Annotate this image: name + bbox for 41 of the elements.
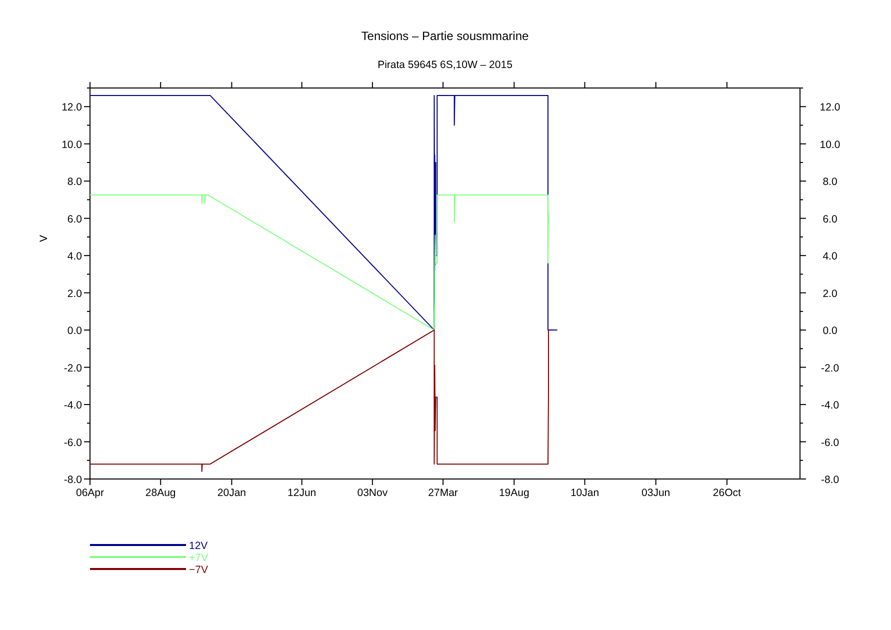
y2-tick-label: 12.0 (820, 102, 840, 114)
y-tick-label: -4.0 (64, 400, 82, 412)
text: 12V (189, 540, 208, 552)
y2-tick-label: 2.0 (822, 288, 838, 300)
y2-tick-label: 6.0 (822, 213, 838, 226)
x-tick-label: 26Oct (712, 487, 742, 499)
y-tick-label: -8.0 (64, 474, 82, 486)
y-tick-label: 0.0 (67, 325, 82, 338)
y-axis-title: V (38, 234, 50, 242)
y2-tick-label: 4.0 (822, 250, 838, 263)
x-tick-label: 20Jan (217, 487, 246, 499)
y2-tick-label: -8.0 (820, 474, 840, 486)
y-tick-label: 4.0 (67, 250, 82, 263)
x-tick-label: 27Mar (428, 487, 458, 499)
line-series (90, 194, 549, 331)
y-tick-label: 8.0 (67, 176, 82, 188)
text: +7V (189, 552, 208, 564)
x-tick-label: 03Jun (642, 487, 670, 499)
x-tick-label: 28Aug (145, 487, 176, 499)
y-tick-label: -6.0 (64, 436, 82, 449)
text: −7V (189, 564, 208, 576)
x-tick-label: 03Nov (357, 487, 388, 499)
line-series (90, 94, 558, 331)
y-tick-label: -2.0 (64, 362, 82, 374)
y2-tick-label: 8.0 (822, 176, 838, 188)
y2-tick-label: -4.0 (820, 400, 840, 412)
line-series (90, 330, 549, 472)
y-tick-label: 2.0 (67, 288, 82, 300)
chart-title: Tensions – Partie sousmmarine (361, 29, 530, 43)
x-tick-label: 19Aug (498, 487, 530, 499)
chart-subtitle: Pirata 59645 6S,10W – 2015 (378, 59, 513, 71)
y2-tick-label: -6.0 (820, 436, 840, 449)
y2-tick-label: 10.0 (820, 138, 840, 151)
y2-tick-label: 0.0 (822, 325, 838, 338)
x-tick-label: 06Apr (76, 487, 105, 499)
y-tick-label: 6.0 (67, 213, 82, 226)
y-tick-label: 10.0 (62, 138, 82, 151)
y-tick-label: 12.0 (62, 102, 82, 114)
x-tick-label: 10Jan (570, 487, 600, 499)
y2-tick-label: -2.0 (820, 362, 840, 374)
x-tick-label: 12Jun (288, 487, 316, 499)
